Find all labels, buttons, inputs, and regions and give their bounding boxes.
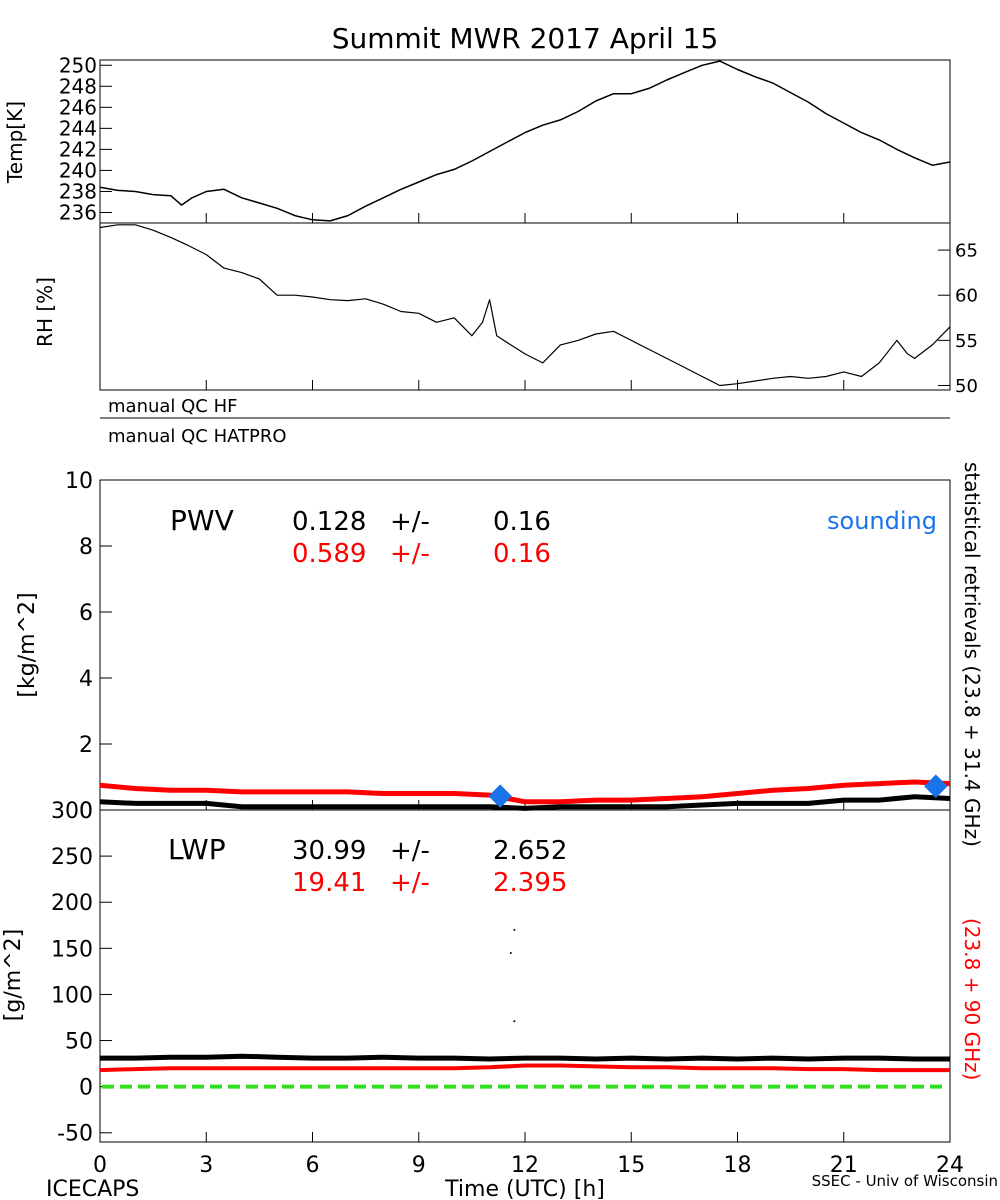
pwv-stat-black-mean: 0.128	[292, 507, 366, 537]
lwp-stat-red-pm: +/-	[390, 868, 430, 898]
x-tick-label: 15	[617, 1153, 645, 1178]
temperature-axis-label: Temp[K]	[3, 101, 27, 184]
x-axis-label: Time (UTC) [h]	[444, 1177, 605, 1200]
lwp-stat-black-mean: 30.99	[292, 836, 366, 866]
pwv-y-tick-label: 2	[79, 733, 93, 758]
rh-y-tick-label: 65	[955, 241, 978, 262]
x-tick-label: 0	[93, 1153, 107, 1178]
lwp-stat-black-pm: +/-	[390, 836, 430, 866]
pwv-stat-black-pm: +/-	[390, 507, 430, 537]
lwp-y-tick-label: 200	[51, 891, 93, 916]
temperature-y-tick-label: 242	[59, 138, 97, 162]
temperature-y-tick-label: 250	[59, 53, 97, 77]
pwv-y-tick-label: 4	[79, 667, 93, 692]
x-tick-label: 12	[511, 1153, 539, 1178]
rh-line	[99, 224, 951, 387]
temperature-y-tick-label: 240	[59, 159, 97, 183]
side-label-black: statistical retrievals (23.8 + 31.4 GHz)	[960, 462, 984, 847]
pwv-stat-black-sd: 0.16	[493, 507, 551, 537]
pwv-red-line	[99, 779, 951, 805]
lwp-y-tick-label: 250	[51, 845, 93, 870]
temperature-y-tick-label: 236	[59, 201, 97, 225]
lwp-red-line	[99, 1063, 950, 1073]
x-tick-label: 3	[199, 1153, 213, 1178]
lwp-y-tick-label: 100	[51, 983, 93, 1008]
lwp-y-tick-label: -50	[57, 1122, 93, 1147]
lwp-axis-label: [g/m^2]	[1, 929, 26, 1021]
rh-y-tick-label: 50	[955, 376, 978, 397]
temperature-line	[99, 60, 951, 222]
pwv-axis-label: [kg/m^2]	[15, 592, 40, 697]
sounding-point	[488, 784, 512, 808]
temperature-y-tick-label: 244	[59, 117, 97, 141]
x-tick-label: 21	[830, 1153, 858, 1178]
pwv-stat-red-pm: +/-	[390, 539, 430, 569]
rh-plot: 50 55 60 65	[99, 224, 978, 397]
temperature-panel-frame	[99, 59, 951, 224]
lwp-y-tick-label: 150	[51, 937, 93, 962]
lwp-stat-black-sd: 2.652	[493, 836, 567, 866]
pwv-stat-red-mean: 0.589	[292, 539, 366, 569]
pwv-y-tick-label: 0	[79, 799, 93, 824]
temperature-y-tick-label: 246	[59, 96, 97, 120]
lwp-y-tick-label: 300	[51, 799, 93, 824]
x-tick-label: 18	[724, 1153, 752, 1178]
lwp-outlier-point	[513, 1020, 516, 1023]
x-tick-label: 6	[306, 1153, 320, 1178]
temperature-y-tick-label: 248	[59, 74, 97, 98]
footer-left: ICECAPS	[46, 1177, 139, 1200]
lwp-outlier-point	[513, 928, 516, 931]
sounding-point	[924, 774, 948, 798]
pwv-black-line	[99, 794, 951, 811]
temperature-y-tick-label: 238	[59, 180, 97, 204]
pwv-y-tick-label: 8	[79, 535, 93, 560]
lwp-black-line	[100, 1053, 950, 1062]
sounding-legend: sounding	[827, 507, 937, 535]
footer-right: SSEC - Univ of Wisconsin	[812, 1172, 998, 1190]
rh-panel-frame	[99, 222, 951, 391]
qc-flag-hatpro: manual QC HATPRO	[108, 426, 287, 447]
chart-title: Summit MWR 2017 April 15	[332, 22, 719, 55]
pwv-plot: 0 2 4 6 8 10	[65, 469, 951, 824]
pwv-y-tick-label: 6	[79, 601, 93, 626]
lwp-label: LWP	[168, 833, 226, 866]
pwv-label: PWV	[170, 504, 234, 537]
pwv-y-tick-label: 10	[65, 469, 93, 494]
rh-axis-label: RH [%]	[33, 277, 57, 347]
lwp-stat-red-mean: 19.41	[292, 868, 366, 898]
rh-y-tick-label: 55	[955, 331, 978, 352]
lwp-outlier-point	[509, 951, 512, 954]
x-tick-label: 9	[412, 1153, 426, 1178]
lwp-y-tick-label: 0	[79, 1076, 93, 1101]
rh-y-tick-label: 60	[955, 286, 978, 307]
qc-flag-hf: manual QC HF	[108, 396, 237, 417]
lwp-y-tick-label: 50	[65, 1029, 93, 1054]
x-tick-label: 24	[936, 1153, 964, 1178]
lwp-stat-red-sd: 2.395	[493, 868, 567, 898]
pwv-stat-red-sd: 0.16	[493, 539, 551, 569]
side-label-red: (23.8 + 90 GHz)	[960, 918, 984, 1080]
